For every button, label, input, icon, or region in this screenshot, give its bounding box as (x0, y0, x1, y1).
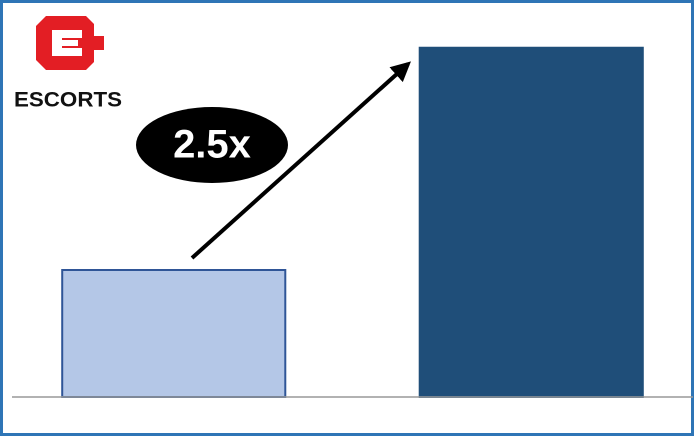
annotation: 2.5x (173, 123, 251, 167)
bar (61, 269, 287, 398)
bar (418, 46, 644, 398)
annotation-bubble (136, 107, 288, 183)
growth-arrow (190, 61, 411, 260)
logo-text: ESCORTS (14, 89, 122, 112)
logo: ESCORTS (14, 16, 122, 112)
logo-mark (52, 30, 82, 56)
